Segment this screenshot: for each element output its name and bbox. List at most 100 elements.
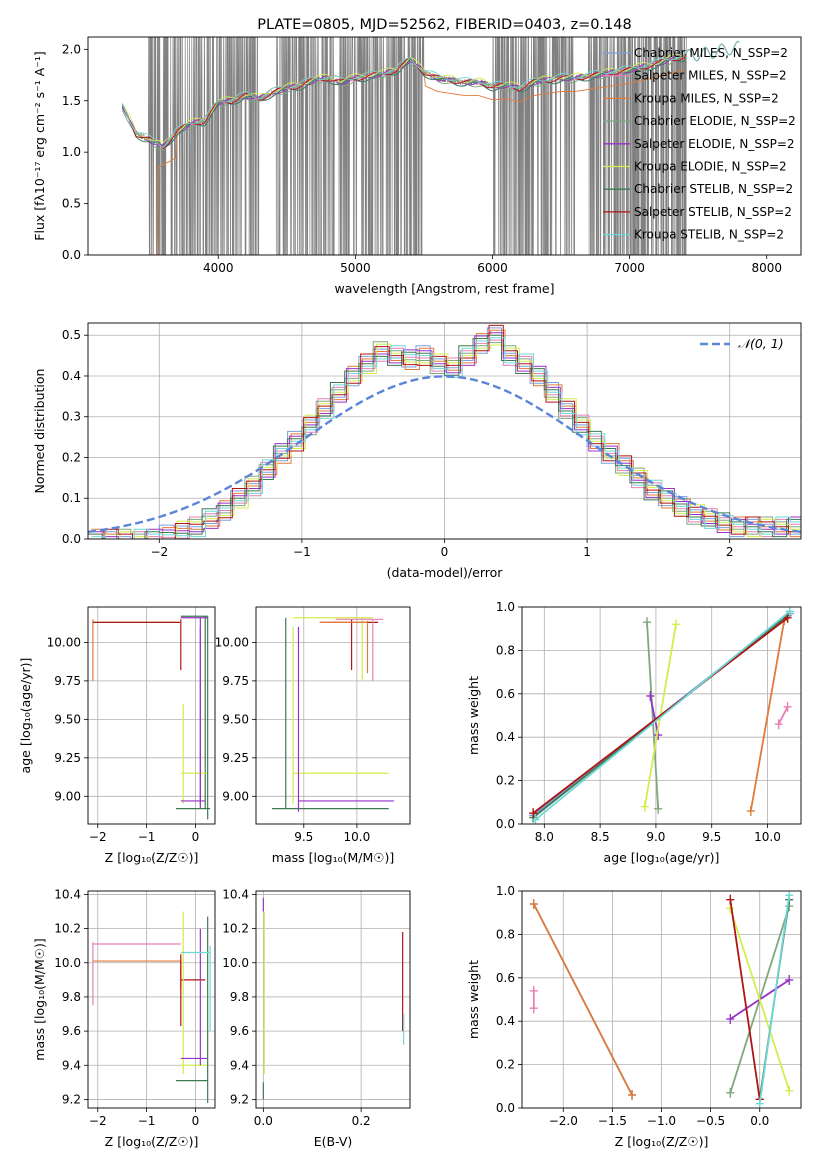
weight-line	[758, 895, 791, 1104]
y-tick-label: 9.4	[62, 1058, 81, 1072]
axes-frame	[87, 890, 216, 1109]
plot-area-spectrum	[121, 37, 740, 255]
x-axis-label: mass [log₁₀(M/M☉)]	[272, 850, 394, 865]
axes-mass-vs-EBV: 0.0 0.2 9.2 9.4 9.6 9.8 10.0 10.2 10.4 E(B-V)	[222, 887, 411, 1149]
x-tick-label: 7000	[614, 261, 645, 275]
x-tick-label: −2	[150, 545, 168, 559]
x-tick-label: 0.2	[352, 1114, 371, 1128]
axes-frame	[87, 606, 216, 825]
x-axis-label: Z [log₁₀(Z/Z☉)]	[615, 1134, 709, 1149]
histogram-kroupa-elodie	[91, 343, 801, 539]
axes-frame	[255, 890, 411, 1109]
plot-area-weight-vs-Z	[529, 891, 794, 1108]
model-line	[121, 40, 740, 149]
y-tick-label: 10.4	[222, 887, 249, 901]
x-tick-label: 8.5	[591, 830, 610, 844]
y-tick-label: 2.0	[62, 42, 81, 56]
y-tick-label: 0.0	[496, 817, 515, 831]
plot-area-age-vs-Z	[92, 615, 211, 820]
x-axis-label: wavelength [Angstrom, rest frame]	[334, 281, 554, 296]
x-tick-label: 4000	[203, 261, 234, 275]
y-tick-label: 10.0	[222, 956, 249, 970]
plot-area-mass-vs-EBV	[262, 897, 405, 1100]
y-tick-label: 9.00	[222, 789, 249, 803]
x-tick-label: −1.5	[598, 1114, 627, 1128]
x-tick-label: 10.0	[344, 830, 371, 844]
y-tick-label: 0.0	[62, 532, 81, 546]
x-tick-label: 0	[192, 830, 200, 844]
y-tick-label: 0.5	[62, 197, 81, 211]
legend-label: Chabrier ELODIE, N_SSP=2	[634, 114, 796, 128]
axes-frame	[87, 36, 802, 256]
y-tick-label: 9.2	[230, 1092, 249, 1106]
legend-label: 𝒩(0, 1)	[738, 336, 784, 351]
x-tick-label: 9.0	[646, 830, 665, 844]
y-tick-label: 1.0	[496, 600, 515, 614]
y-tick-label: 10.2	[222, 922, 249, 936]
y-tick-label: 0.8	[496, 643, 515, 657]
axes-frame	[521, 890, 802, 1109]
y-tick-label: 9.00	[54, 789, 81, 803]
weight-line	[534, 610, 791, 821]
weight-line	[729, 908, 791, 1091]
x-tick-label: 0.0	[254, 1114, 273, 1128]
y-axis-label: mass weight	[466, 676, 481, 755]
y-tick-label: 10.0	[54, 956, 81, 970]
x-tick-label: 2	[726, 545, 734, 559]
x-tick-label: 9.5	[294, 830, 313, 844]
x-tick-label: 8000	[751, 261, 782, 275]
y-tick-label: 10.00	[215, 635, 249, 649]
x-tick-label: 0	[441, 545, 449, 559]
y-tick-label: 1.0	[496, 884, 515, 898]
axes-mass-vs-Z: −2 −1 0 9.2 9.4 9.6 9.8 10.0 10.2 10.4 Z [log₁₀(Z/…	[32, 887, 216, 1149]
x-tick-label: 10.0	[754, 830, 781, 844]
axes-frame	[521, 606, 802, 825]
y-tick-label: 9.25	[54, 751, 81, 765]
axes-frame	[87, 322, 802, 540]
y-tick-label: 0.2	[496, 1058, 515, 1072]
y-tick-label: 0.8	[496, 927, 515, 941]
legend-label: Kroupa MILES, N_SSP=2	[634, 91, 779, 105]
y-axis-label: Flux [fλ10⁻¹⁷ erg cm⁻² s⁻¹ A⁻¹]	[32, 51, 47, 240]
x-tick-label: −2	[89, 830, 107, 844]
y-tick-label: 0.4	[62, 369, 81, 383]
y-tick-label: 9.75	[54, 674, 81, 688]
y-tick-label: 9.4	[230, 1058, 249, 1072]
plot-area-mass-vs-Z	[92, 911, 211, 1103]
legend-label: Chabrier MILES, N_SSP=2	[634, 46, 788, 60]
x-tick-label: −1	[138, 830, 156, 844]
x-tick-label: 1	[583, 545, 591, 559]
plot-area-age-vs-mass	[271, 617, 395, 812]
y-axis-label: mass [log₁₀(M/M☉)]	[32, 938, 47, 1060]
y-tick-label: 0.2	[62, 450, 81, 464]
legend-label: Salpeter ELODIE, N_SSP=2	[634, 137, 795, 151]
y-tick-label: 0.0	[496, 1101, 515, 1115]
weight-line	[729, 899, 761, 1100]
y-tick-label: 9.2	[62, 1092, 81, 1106]
histogram-kroupa-miles	[91, 329, 801, 539]
y-tick-label: 0.6	[496, 971, 515, 985]
plot-area-residuals	[88, 324, 801, 539]
x-tick-label: −0.5	[696, 1114, 725, 1128]
chart-title: PLATE=0805, MJD=52562, FIBERID=0403, z=0…	[257, 17, 631, 33]
y-tick-label: 0.1	[62, 491, 81, 505]
y-tick-label: 0.2	[496, 774, 515, 788]
legend-label: Kroupa STELIB, N_SSP=2	[634, 228, 784, 242]
weight-line	[646, 622, 660, 809]
y-tick-label: 0.6	[496, 687, 515, 701]
axes-frame	[255, 606, 411, 825]
x-axis-label: E(B-V)	[314, 1134, 353, 1149]
y-tick-label: 0.4	[496, 730, 515, 744]
y-tick-label: 9.8	[62, 990, 81, 1004]
y-tick-label: 1.5	[62, 94, 81, 108]
x-tick-label: −2	[89, 1114, 107, 1128]
weight-line	[749, 619, 786, 812]
legend-label: Salpeter STELIB, N_SSP=2	[634, 205, 792, 219]
x-tick-label: 5000	[340, 261, 371, 275]
y-axis-label: mass weight	[466, 960, 481, 1039]
y-tick-label: 10.00	[47, 635, 81, 649]
weight-line	[777, 706, 789, 725]
histogram-salpeter-miles	[89, 339, 801, 539]
legend-label: Salpeter MILES, N_SSP=2	[634, 69, 787, 83]
